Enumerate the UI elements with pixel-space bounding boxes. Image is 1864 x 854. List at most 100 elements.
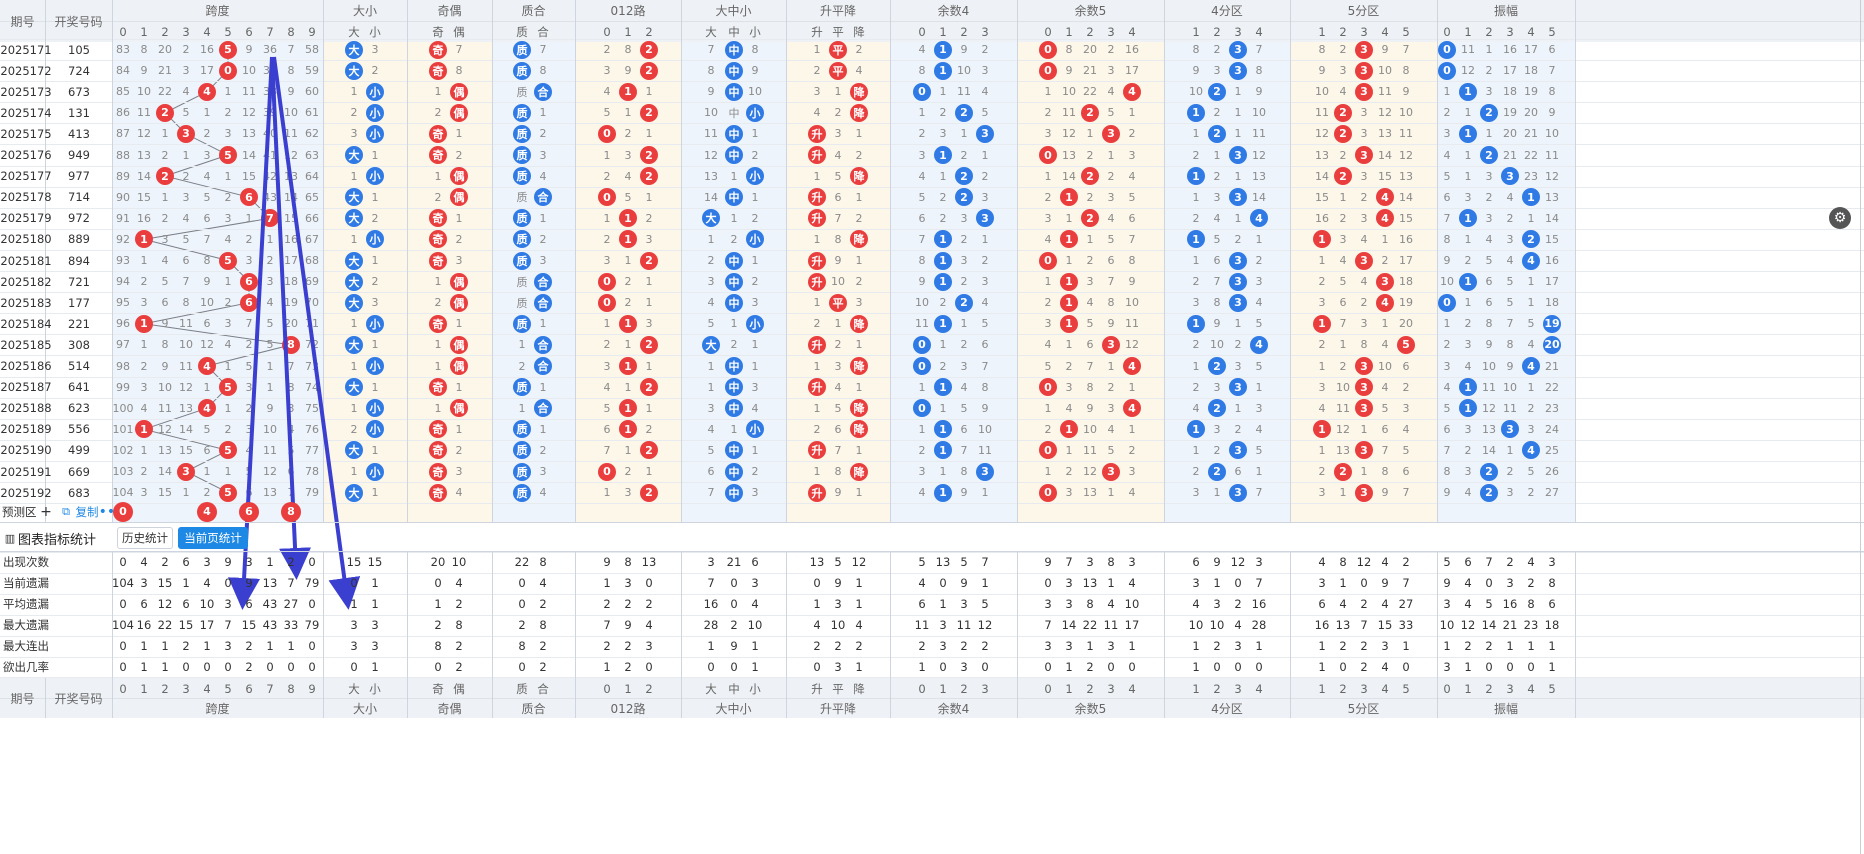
- omission-value: 7: [1086, 359, 1094, 373]
- trend-ball: 6: [240, 272, 258, 291]
- plus-icon[interactable]: +: [40, 503, 52, 520]
- drawn-number: 714: [68, 190, 90, 205]
- omission-value: 1: [1318, 443, 1326, 457]
- history-stats-button[interactable]: 历史统计: [117, 527, 173, 549]
- omission-value: 1: [1443, 85, 1451, 99]
- row-divider: [0, 334, 1864, 336]
- omission-value: 9: [1381, 43, 1389, 56]
- stat-value: 16: [1502, 597, 1518, 611]
- stat-value: 7: [1044, 618, 1052, 632]
- group-header-4: 012路: [610, 4, 646, 18]
- prediction-ball[interactable]: 6: [239, 501, 259, 522]
- omission-value: 1: [624, 380, 632, 394]
- omission-value: 6: [834, 190, 842, 204]
- omission-value: 87: [116, 127, 130, 141]
- trend-ball: 5: [1397, 335, 1415, 354]
- stat-value: 2: [518, 618, 526, 632]
- sub-header: 4: [1381, 24, 1389, 39]
- copy-button[interactable]: 复制: [75, 504, 99, 519]
- omission-value: 17: [1125, 64, 1139, 78]
- stat-value: 9: [245, 576, 253, 590]
- omission-value: 7: [918, 232, 926, 246]
- header-divider: [0, 21, 1864, 22]
- trend-ball: 4: [1522, 251, 1540, 270]
- trend-ball: 3: [1355, 146, 1373, 164]
- omission-value: 3: [350, 127, 358, 141]
- stat-value: 1: [751, 639, 759, 653]
- issue-number: 2025175: [0, 126, 52, 141]
- omission-value: 3: [1527, 422, 1535, 436]
- stat-value: 1: [287, 639, 295, 653]
- prediction-ball[interactable]: 0: [113, 501, 133, 522]
- trend-ball: 1: [1060, 293, 1078, 312]
- footer-sub-header: 平: [832, 681, 844, 696]
- omission-value: 3: [224, 211, 232, 225]
- omission-value: 4: [1506, 190, 1514, 204]
- trend-ball: 2: [640, 61, 658, 80]
- omission-value: 8: [1255, 64, 1263, 78]
- trend-ball: 中: [725, 462, 743, 481]
- omission-value: 6: [182, 254, 190, 267]
- column-band: [1164, 42, 1290, 522]
- omission-value: 8: [918, 254, 926, 267]
- omission-value: 5: [1402, 443, 1410, 457]
- omission-value: 58: [305, 43, 319, 56]
- omission-value: 2: [855, 275, 863, 289]
- omission-value: 6: [960, 422, 968, 436]
- omission-value: 14: [1378, 148, 1392, 162]
- omission-value: 1: [182, 148, 190, 162]
- omission-value: 4: [1402, 422, 1410, 436]
- omission-value: 10: [1210, 338, 1224, 352]
- trend-ball: 1: [934, 40, 952, 59]
- omission-value: 9: [960, 43, 968, 56]
- vline: [323, 552, 324, 718]
- footer-sub-header: 2: [1086, 681, 1094, 696]
- vline: [1164, 0, 1165, 522]
- omission-value: 10: [1399, 106, 1413, 120]
- omission-value: 7: [1443, 211, 1451, 225]
- prediction-ball[interactable]: 4: [197, 501, 217, 522]
- omission-value: 1: [1107, 148, 1115, 162]
- omission-value: 1: [1192, 254, 1200, 267]
- omission-value: 15: [1315, 190, 1329, 204]
- omission-value: 13: [179, 401, 193, 415]
- trend-ball: 偶: [450, 103, 468, 122]
- gear-icon[interactable]: ⚙: [1829, 207, 1851, 229]
- trend-ball: 2: [1334, 103, 1352, 122]
- omission-value: 5: [1255, 317, 1263, 331]
- omission-value: 1: [434, 169, 442, 183]
- omission-value: 3: [1360, 211, 1368, 225]
- omission-value: 1: [813, 169, 821, 183]
- omission-value: 2: [645, 211, 653, 225]
- copy-icon[interactable]: ⧉: [62, 504, 70, 518]
- stat-value: 3: [371, 639, 379, 653]
- omission-value: 9: [161, 317, 169, 331]
- omission-value: 10: [137, 85, 151, 99]
- omission-value: 1: [834, 85, 842, 99]
- omission-value: 16: [137, 211, 151, 225]
- omission-value: 2: [1318, 465, 1326, 478]
- trend-ball: 小: [746, 420, 764, 439]
- trend-ball: 3: [177, 462, 195, 481]
- omission-value: 5: [161, 275, 169, 289]
- omission-value: 1: [730, 317, 738, 331]
- trend-ball: 大: [345, 209, 363, 228]
- omission-value: 1: [434, 359, 442, 373]
- omission-value: 1: [140, 254, 148, 267]
- current-page-stats-button[interactable]: 当前页统计: [178, 527, 248, 549]
- issue-number: 2025192: [0, 485, 52, 500]
- omission-value: 15: [1545, 232, 1559, 246]
- stat-value: 3: [203, 555, 211, 569]
- omission-value: 10: [200, 296, 214, 310]
- omission-value: 3: [1506, 486, 1514, 500]
- stat-value: 12: [157, 597, 173, 611]
- trend-ball: 奇: [429, 209, 447, 228]
- stat-value: 1: [1318, 660, 1326, 674]
- trend-ball: 1: [1313, 314, 1331, 333]
- prediction-ball[interactable]: 8: [281, 501, 301, 522]
- trend-ball: 2: [640, 378, 658, 397]
- sub-header: 0: [1044, 24, 1052, 39]
- stat-value: 7: [287, 576, 295, 590]
- omission-value: 3: [1485, 85, 1493, 99]
- omission-value: 1: [981, 148, 989, 162]
